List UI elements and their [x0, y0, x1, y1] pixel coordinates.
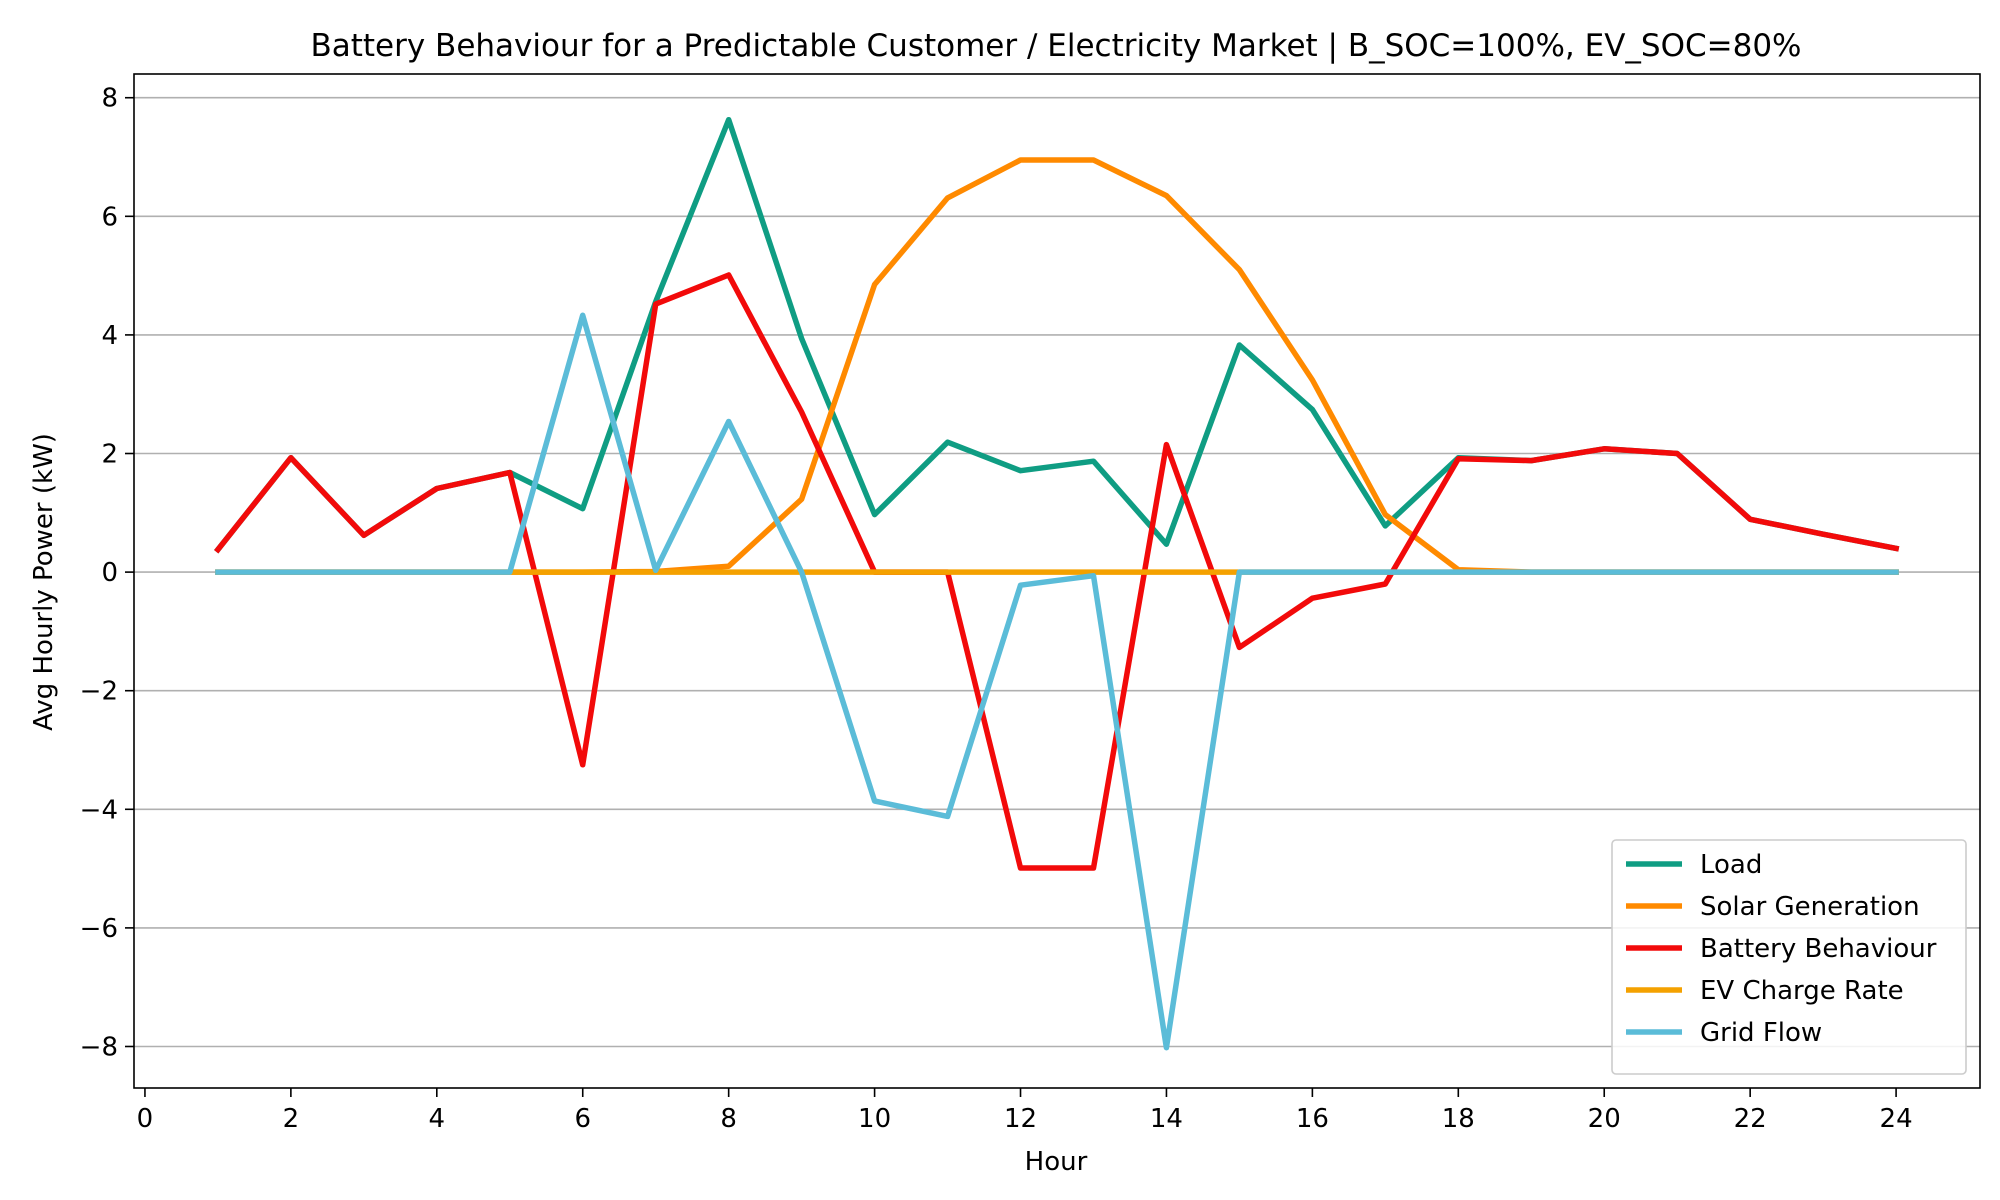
x-tick-label: 10 — [858, 1104, 891, 1134]
legend-label: Solar Generation — [1700, 892, 1920, 922]
legend-label: EV Charge Rate — [1700, 976, 1904, 1006]
x-axis-label: Hour — [1025, 1147, 1088, 1177]
x-tick-label: 0 — [137, 1104, 154, 1134]
legend-box — [1611, 839, 1967, 1075]
plot-frame — [133, 73, 1981, 1089]
x-tick-label: 4 — [429, 1104, 446, 1134]
y-tick-label: 8 — [101, 84, 118, 114]
legend-label: Load — [1700, 850, 1762, 880]
x-tick-label: 16 — [1296, 1104, 1329, 1134]
y-tick-label: 0 — [101, 558, 118, 588]
x-tick-label: 2 — [283, 1104, 300, 1134]
legend: Load Solar Generation Battery Behaviour EV … — [1611, 839, 1967, 1075]
x-tick-label: 18 — [1442, 1104, 1475, 1134]
y-tick-label: 4 — [101, 321, 118, 351]
x-tick-label: 8 — [720, 1104, 737, 1134]
y-tick-label: 6 — [101, 202, 118, 232]
y-tick-label: −4 — [80, 795, 118, 825]
y-tick-label: −8 — [80, 1032, 118, 1062]
x-tick-label: 20 — [1588, 1104, 1621, 1134]
y-tick-label: −2 — [80, 677, 118, 707]
y-tick-label: −6 — [80, 914, 118, 944]
x-tick-label: 14 — [1150, 1104, 1183, 1134]
y-tick-label: 2 — [101, 440, 118, 470]
x-tick-label: 12 — [1004, 1104, 1037, 1134]
x-tick-label: 24 — [1880, 1104, 1913, 1134]
series-line-battery-behaviour — [214, 272, 1900, 871]
series-line-solar-generation — [215, 157, 1899, 575]
legend-label: Battery Behaviour — [1700, 934, 1937, 964]
legend-label: Grid Flow — [1700, 1018, 1822, 1048]
series-line-grid-flow — [215, 312, 1899, 1051]
x-tick-label: 22 — [1734, 1104, 1767, 1134]
x-tick-label: 6 — [574, 1104, 591, 1134]
series-lines — [214, 116, 1900, 1051]
y-axis-label: Avg Hourly Power (kW) — [29, 433, 59, 731]
chart-title: Battery Behaviour for a Predictable Cust… — [310, 28, 1801, 64]
